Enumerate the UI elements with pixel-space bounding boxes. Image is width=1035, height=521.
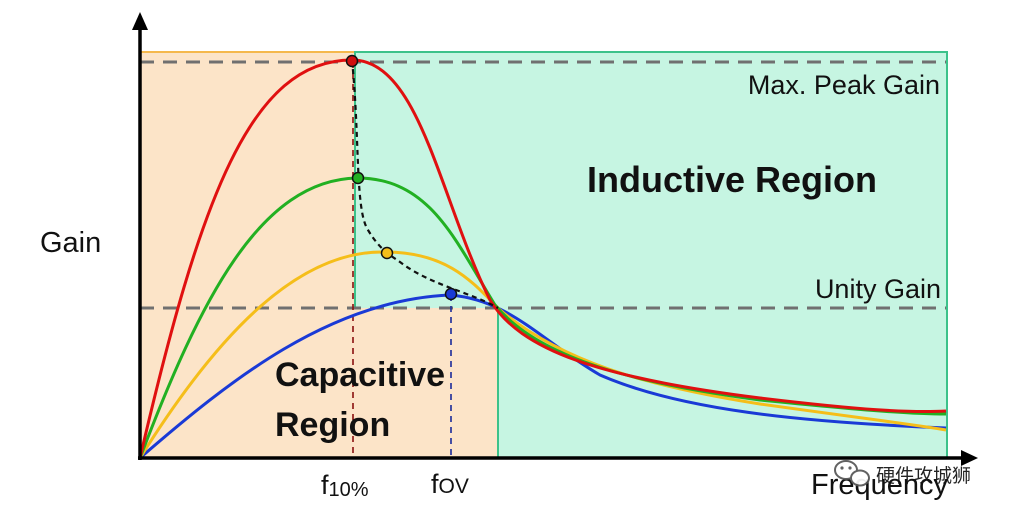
watermark-text: 硬件攻城狮 xyxy=(876,465,971,487)
capacitive-region-label-line1: Capacitive xyxy=(275,356,445,394)
capacitive-overlap xyxy=(141,308,497,457)
f10-tick-label: f10% xyxy=(321,470,369,501)
red-gain-curve xyxy=(138,58,947,459)
unity-gain-label: Unity Gain xyxy=(815,274,941,304)
blue-gain-curve xyxy=(139,293,947,460)
y-axis-label: Gain xyxy=(40,227,101,259)
green-peak-marker xyxy=(351,171,365,185)
yellow-peak-marker xyxy=(380,246,394,260)
watermark: 硬件攻城狮 xyxy=(834,460,971,487)
blue-peak-marker xyxy=(444,287,458,301)
peak-trajectory xyxy=(350,59,499,309)
max-peak-gain-label: Max. Peak Gain xyxy=(748,70,940,100)
inductive-region-label: Inductive Region xyxy=(587,159,877,200)
capacitive-left-fill xyxy=(141,53,354,309)
x-axis-arrowhead xyxy=(961,450,978,466)
capacitive-region-label-line2: Region xyxy=(275,406,390,444)
y-axis-arrowhead xyxy=(132,12,148,30)
red-peak-marker xyxy=(345,54,359,68)
wechat-logo-icon xyxy=(834,460,870,487)
x-axis-label: Frequency xyxy=(811,469,949,501)
fov-tick-label: fOV xyxy=(431,469,469,499)
